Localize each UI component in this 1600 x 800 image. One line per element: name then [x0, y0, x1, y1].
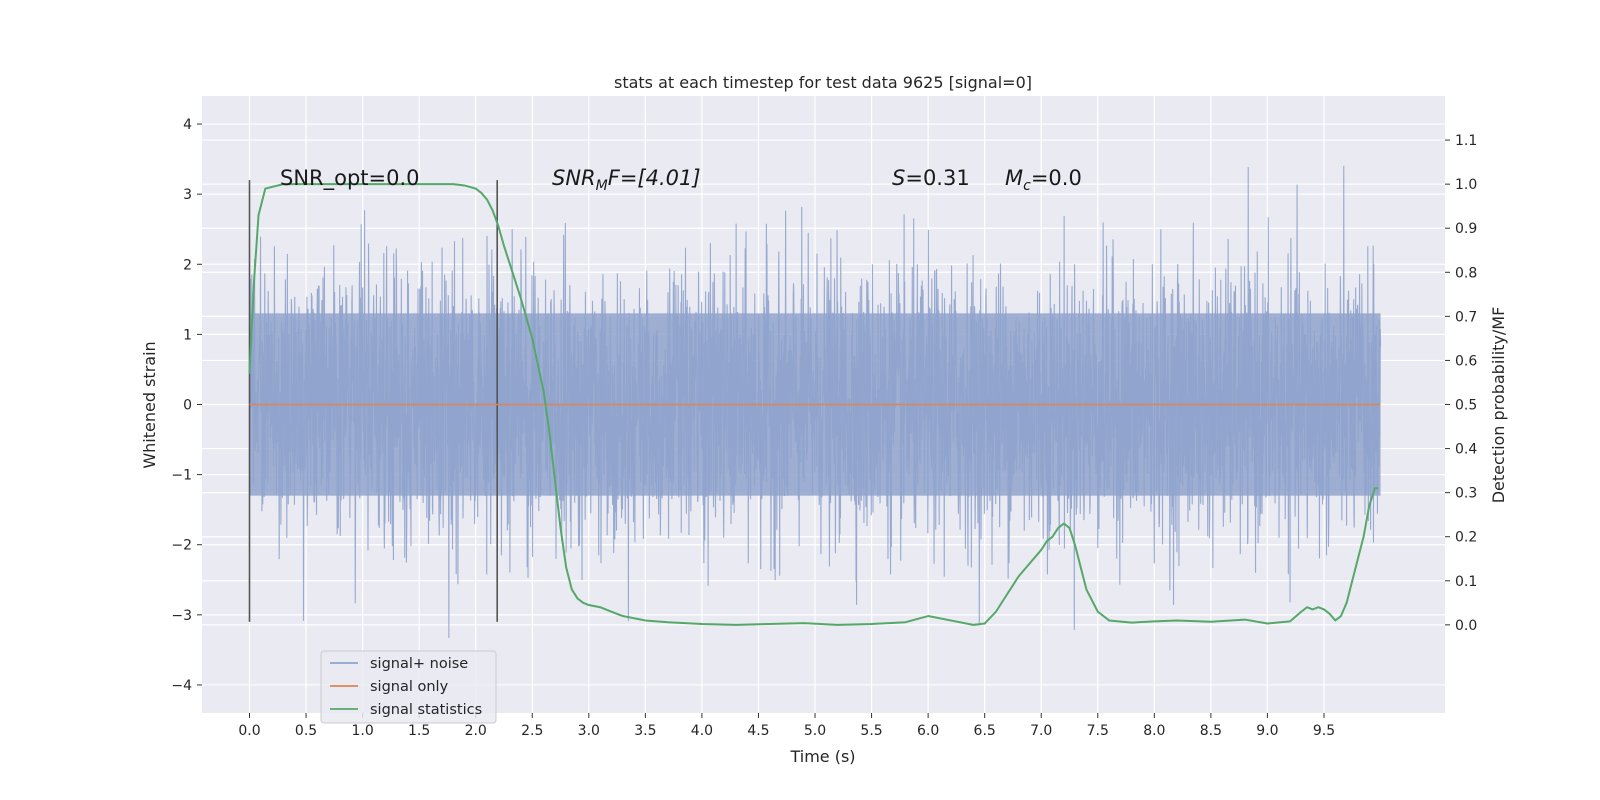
x-tick-label-2: 1.0 — [351, 723, 373, 739]
annotation-snr-mf-suffix: F=[4.01] — [608, 166, 701, 190]
y-right-tick-label-6: 0.5 — [1455, 398, 1477, 414]
y-right-tick-label-1: 1.0 — [1455, 177, 1477, 193]
y-left-tick-label-2: 2 — [183, 257, 192, 273]
annotation-mc-value: =0.0 — [1031, 166, 1082, 190]
annotation-mc-sub: c — [1023, 178, 1031, 194]
y-left-tick-label-4: 0 — [183, 398, 192, 414]
x-tick-label-6: 3.0 — [578, 723, 600, 739]
legend-label-signal-noise: signal+ noise — [370, 656, 468, 672]
y-right-tick-label-5: 0.6 — [1455, 353, 1477, 369]
x-tick-label-1: 0.5 — [295, 723, 317, 739]
noise-trace — [248, 165, 1382, 638]
annotation-snr-mf-prefix: SNR — [552, 166, 596, 190]
x-tick-label-7: 3.5 — [634, 723, 656, 739]
y-left-tick-label-1: 3 — [183, 187, 192, 203]
y-left-tick-label-7: −3 — [171, 608, 192, 624]
legend-label-signal-only: signal only — [370, 679, 449, 695]
legend: signal+ noise signal only signal statist… — [320, 650, 497, 724]
y-right-axis-ticks: 1.1 1.0 0.9 0.8 0.7 0.6 0.5 0.4 0.3 0.2 0.1 0.0 — [1445, 133, 1477, 634]
chart-title: stats at each timestep for test data 962… — [614, 73, 1032, 92]
x-axis-ticks: 0.0 0.5 1.0 1.5 2.0 2.5 3.0 3.5 4.0 4.5 5.0 5.5 6.0 6… — [238, 713, 1335, 739]
y-left-tick-label-0: 4 — [183, 117, 192, 133]
y-right-tick-label-11: 0.0 — [1455, 618, 1477, 634]
x-tick-label-0: 0.0 — [238, 723, 260, 739]
y-left-tick-label-8: −4 — [171, 678, 192, 694]
series-signal-statistics — [248, 183, 1379, 626]
x-tick-label-9: 4.5 — [747, 723, 769, 739]
legend-box — [320, 650, 497, 724]
signal-statistics-line — [248, 183, 1379, 626]
y-right-tick-label-9: 0.2 — [1455, 530, 1477, 546]
y-right-tick-label-0: 1.1 — [1455, 133, 1477, 149]
annotation-snr-opt: SNR_opt=0.0 — [280, 166, 420, 191]
annotation-mc-prefix: M — [1005, 166, 1023, 190]
x-tick-label-18: 9.0 — [1256, 723, 1278, 739]
x-tick-label-13: 6.5 — [974, 723, 996, 739]
y-right-tick-label-7: 0.4 — [1455, 442, 1477, 458]
x-tick-label-19: 9.5 — [1313, 723, 1335, 739]
annotation-s-value: =0.31 — [905, 166, 969, 190]
x-tick-label-14: 7.0 — [1030, 723, 1052, 739]
y-right-tick-label-2: 0.9 — [1455, 221, 1477, 237]
x-tick-label-5: 2.5 — [521, 723, 543, 739]
annotation-mc: Mc=0.0 — [1005, 166, 1082, 194]
y-left-tick-label-5: −1 — [171, 468, 192, 484]
vertical-markers — [248, 180, 498, 622]
y-left-tick-label-6: −2 — [171, 538, 192, 554]
y-right-tick-label-10: 0.1 — [1455, 574, 1477, 590]
y-right-tick-label-3: 0.8 — [1455, 265, 1477, 281]
x-tick-label-11: 5.5 — [860, 723, 882, 739]
x-tick-label-12: 6.0 — [917, 723, 939, 739]
x-tick-label-4: 2.0 — [465, 723, 487, 739]
x-tick-label-15: 7.5 — [1087, 723, 1109, 739]
x-tick-label-10: 5.0 — [804, 723, 826, 739]
annotation-s: S=0.31 — [892, 166, 970, 190]
y-right-tick-label-8: 0.3 — [1455, 486, 1477, 502]
annotation-snr-mf-sub: M — [596, 178, 608, 194]
y-left-axis-label: Whitened strain — [140, 341, 159, 468]
y-right-tick-label-4: 0.7 — [1455, 309, 1477, 325]
annotation-s-prefix: S — [892, 166, 905, 190]
legend-label-signal-statistics: signal statistics — [370, 702, 482, 718]
x-tick-label-17: 8.5 — [1200, 723, 1222, 739]
x-tick-label-16: 8.0 — [1143, 723, 1165, 739]
y-left-tick-label-3: 1 — [183, 327, 192, 343]
x-tick-label-8: 4.0 — [691, 723, 713, 739]
y-left-axis-ticks: 4 3 2 1 0 −1 −2 −3 −4 — [171, 117, 202, 694]
y-right-axis-label: Detection probability/MF — [1489, 307, 1508, 504]
x-tick-label-3: 1.5 — [408, 723, 430, 739]
annotation-snr-mf: SNRMF=[4.01] — [552, 166, 701, 194]
x-axis-label: Time (s) — [789, 747, 855, 766]
